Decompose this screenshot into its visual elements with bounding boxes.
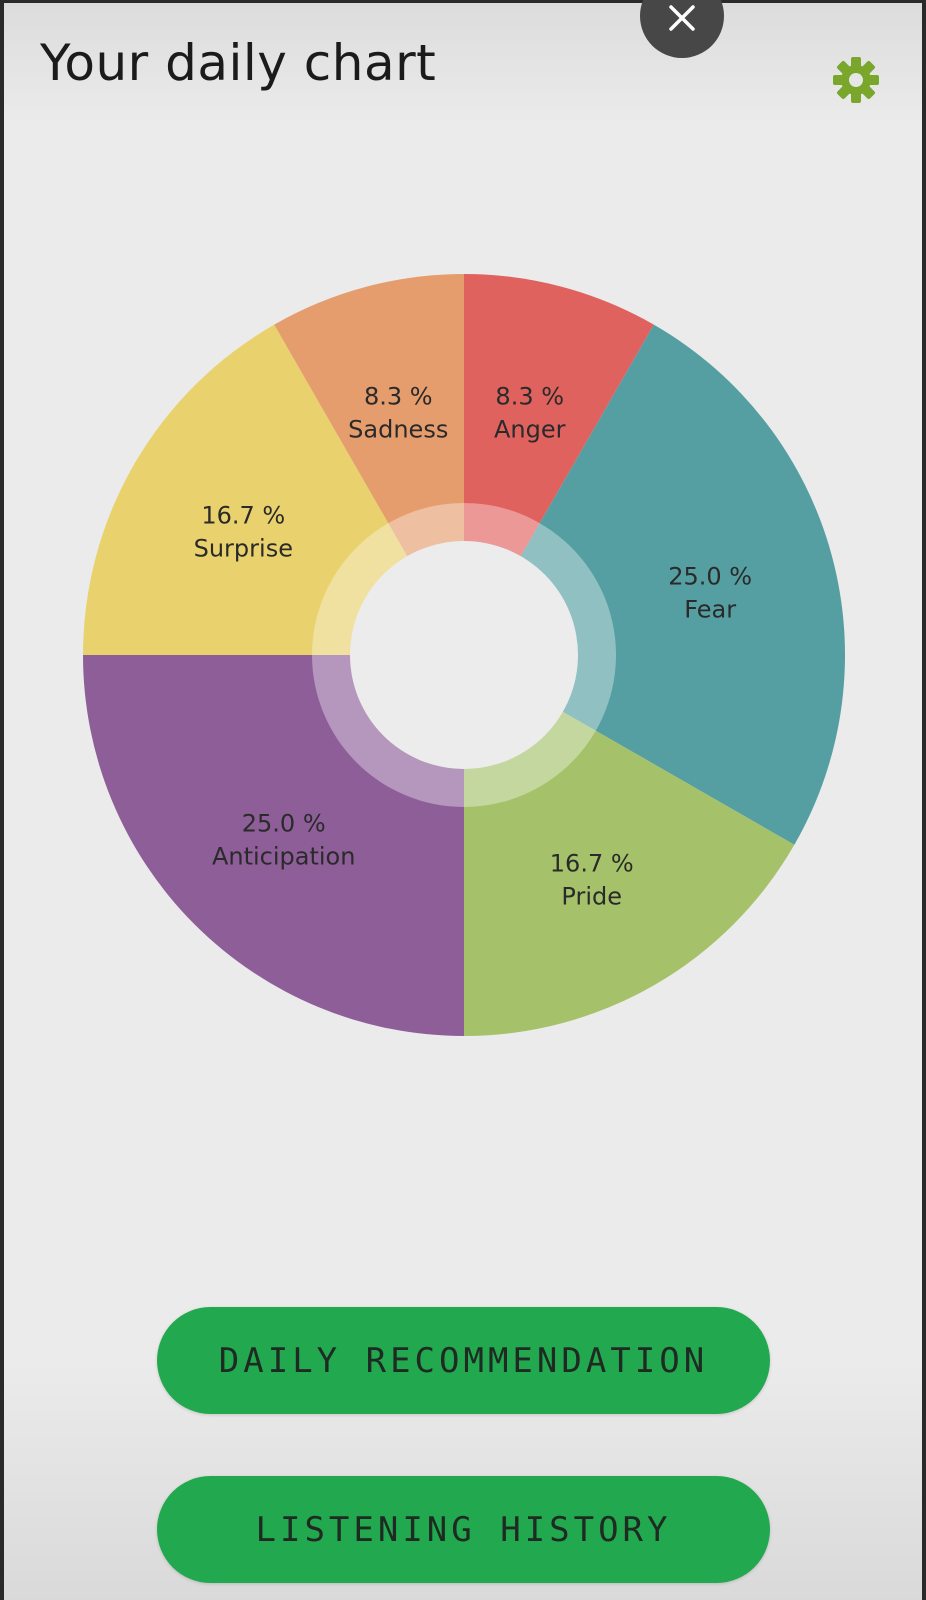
slice-value-label-surprise: 16.7 % — [201, 501, 285, 529]
listening-history-button[interactable]: LISTENING HISTORY — [157, 1476, 770, 1583]
slice-value-label-anticipation: 25.0 % — [242, 809, 326, 837]
slice-value-label-fear: 25.0 % — [668, 562, 752, 590]
pie-slice-pride[interactable] — [464, 655, 795, 1036]
close-icon — [669, 5, 695, 31]
slice-category-label-anger: Anger — [494, 416, 566, 444]
pie-slice-surprise[interactable] — [83, 324, 464, 655]
daily-recommendation-button[interactable]: DAILY RECOMMENDATION — [157, 1307, 770, 1414]
slice-category-label-anticipation: Anticipation — [212, 842, 355, 870]
slice-category-label-fear: Fear — [684, 595, 736, 623]
slice-value-label-pride: 16.7 % — [550, 850, 634, 878]
slice-category-label-surprise: Surprise — [194, 534, 293, 562]
page-title: Your daily chart — [40, 34, 437, 92]
pie-slice-fear[interactable] — [464, 324, 845, 845]
slice-value-label-anger: 8.3 % — [495, 383, 564, 411]
pie-slice-anticipation[interactable] — [83, 655, 464, 1036]
slice-category-label-pride: Pride — [561, 883, 622, 911]
gear-icon — [833, 57, 879, 103]
settings-button[interactable] — [830, 54, 882, 106]
slice-value-label-sadness: 8.3 % — [364, 383, 433, 411]
donut-chart: 8.3 % Anger 25.0 % Fear 16.7 % Pride 25.0 % Ant… — [83, 274, 845, 1036]
slice-category-label-sadness: Sadness — [348, 416, 448, 444]
donut-center — [350, 541, 578, 769]
